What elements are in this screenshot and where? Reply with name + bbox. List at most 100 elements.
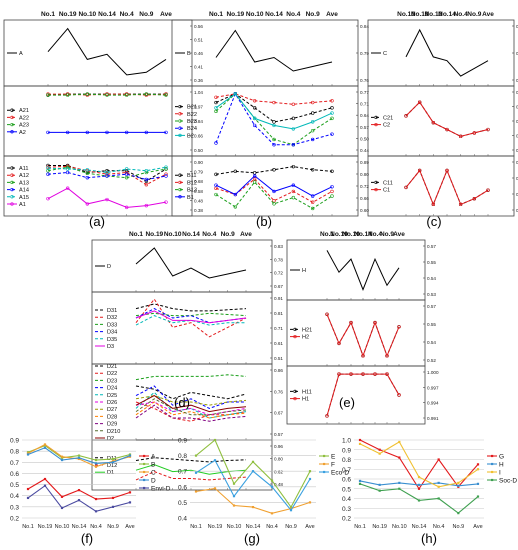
data-point xyxy=(124,176,129,180)
x-tick-label: No.10 xyxy=(392,524,407,530)
series-line-H1 xyxy=(326,373,400,417)
legend-marker xyxy=(293,389,297,394)
x-tick-label: No.10 xyxy=(227,524,242,530)
data-point xyxy=(124,93,129,97)
data-point xyxy=(289,507,293,510)
panel-label-g: (g) xyxy=(244,531,260,546)
x-tick-label: No.4 xyxy=(120,11,134,18)
x-tick-label: No.4 xyxy=(90,524,102,530)
series-line-B2 xyxy=(215,93,333,130)
x-tick-label: No.9 xyxy=(107,524,119,530)
data-point xyxy=(164,200,168,204)
data-point xyxy=(361,354,365,358)
data-point xyxy=(94,462,98,465)
y-tick-label: 0.53 xyxy=(427,292,436,297)
y-tick-label: 1.0 xyxy=(342,438,351,445)
series-line-D24 xyxy=(135,385,246,409)
y-tick-label: 0.58 xyxy=(194,189,203,194)
legend-label: A15 xyxy=(19,195,29,201)
data-point xyxy=(291,143,296,147)
data-point xyxy=(486,188,490,192)
data-point xyxy=(417,168,422,173)
x-tick-label: No.14 xyxy=(438,11,456,18)
data-point xyxy=(349,320,353,325)
x-tick-label: No.1 xyxy=(320,231,334,238)
data-point xyxy=(437,458,440,461)
legend-label: Envi-D xyxy=(151,486,171,493)
legend-label: B1 xyxy=(187,195,194,201)
panels-layer: No.1 No.19 No.10 No.14 No.4 No.9 Ave0.560.510.… xyxy=(3,11,518,530)
x-tick-label: Ave xyxy=(393,231,405,238)
data-point xyxy=(124,205,129,210)
data-point xyxy=(144,170,149,175)
legend-marker xyxy=(10,187,14,192)
data-point xyxy=(252,123,257,128)
legend-label: G xyxy=(499,454,504,461)
data-point xyxy=(128,455,132,458)
data-point xyxy=(373,372,377,376)
x-tick-label: No.10 xyxy=(55,524,70,530)
data-point xyxy=(398,440,401,444)
data-point xyxy=(65,170,70,175)
y-tick-label: 0.83 xyxy=(516,90,518,95)
legend-marker xyxy=(374,180,378,185)
y-tick-label: 0.83 xyxy=(274,244,283,249)
x-tick-label: Ave xyxy=(125,524,134,530)
data-point xyxy=(214,109,218,114)
data-point xyxy=(310,120,315,124)
legend-marker xyxy=(178,119,182,123)
y-tick-label: 0.55 xyxy=(427,260,436,265)
legend-label: B11 xyxy=(187,173,197,179)
data-point xyxy=(124,167,129,171)
series-line-H21 xyxy=(326,314,400,358)
legend-label: D22 xyxy=(107,371,117,377)
data-point xyxy=(105,170,109,175)
legend-label: H xyxy=(302,268,306,274)
x-tick-label: No.9 xyxy=(380,231,394,238)
legend-marker xyxy=(10,180,14,185)
series-line-D31 xyxy=(135,303,247,312)
y-tick-label: 0.48 xyxy=(274,482,283,487)
data-point xyxy=(361,372,365,376)
legend-label: H11 xyxy=(302,389,312,395)
data-point xyxy=(128,491,132,494)
data-point xyxy=(404,114,408,118)
data-point xyxy=(26,453,30,456)
legend-label: Eco-D xyxy=(331,470,349,477)
data-point xyxy=(358,442,362,445)
data-point xyxy=(214,141,218,145)
legend-marker xyxy=(323,454,326,458)
legend-marker xyxy=(374,187,378,192)
data-point xyxy=(325,414,329,418)
legend-label: A xyxy=(151,454,156,461)
legend-label: B13 xyxy=(187,188,197,194)
y-tick-label: 0.50 xyxy=(194,148,203,153)
x-tick-label: No.19 xyxy=(38,524,53,530)
y-tick-label: 0.6 xyxy=(178,484,187,491)
y-tick-label: 0.62 xyxy=(274,469,283,474)
y-tick-label: 0.84 xyxy=(360,24,369,29)
legend-marker xyxy=(178,104,182,109)
y-tick-label: 0.44 xyxy=(360,148,369,153)
y-tick-label: 0.8 xyxy=(342,457,351,464)
legend-marker xyxy=(491,478,494,482)
data-point xyxy=(94,510,98,513)
data-point xyxy=(124,172,129,176)
data-point xyxy=(77,499,81,502)
data-point xyxy=(232,504,236,507)
legend-marker xyxy=(374,122,378,127)
y-tick-label: 0.54 xyxy=(427,276,436,281)
x-tick-label: No.9 xyxy=(306,11,320,18)
data-point xyxy=(26,496,30,500)
legend-label: D xyxy=(107,264,111,270)
data-point xyxy=(310,200,315,204)
data-point xyxy=(291,164,296,169)
data-point xyxy=(65,186,70,190)
data-point xyxy=(77,457,81,461)
data-point xyxy=(486,127,490,132)
data-point xyxy=(65,93,70,97)
y-tick-label: 0.57 xyxy=(427,304,436,309)
data-point xyxy=(310,137,315,142)
data-point xyxy=(213,459,217,462)
